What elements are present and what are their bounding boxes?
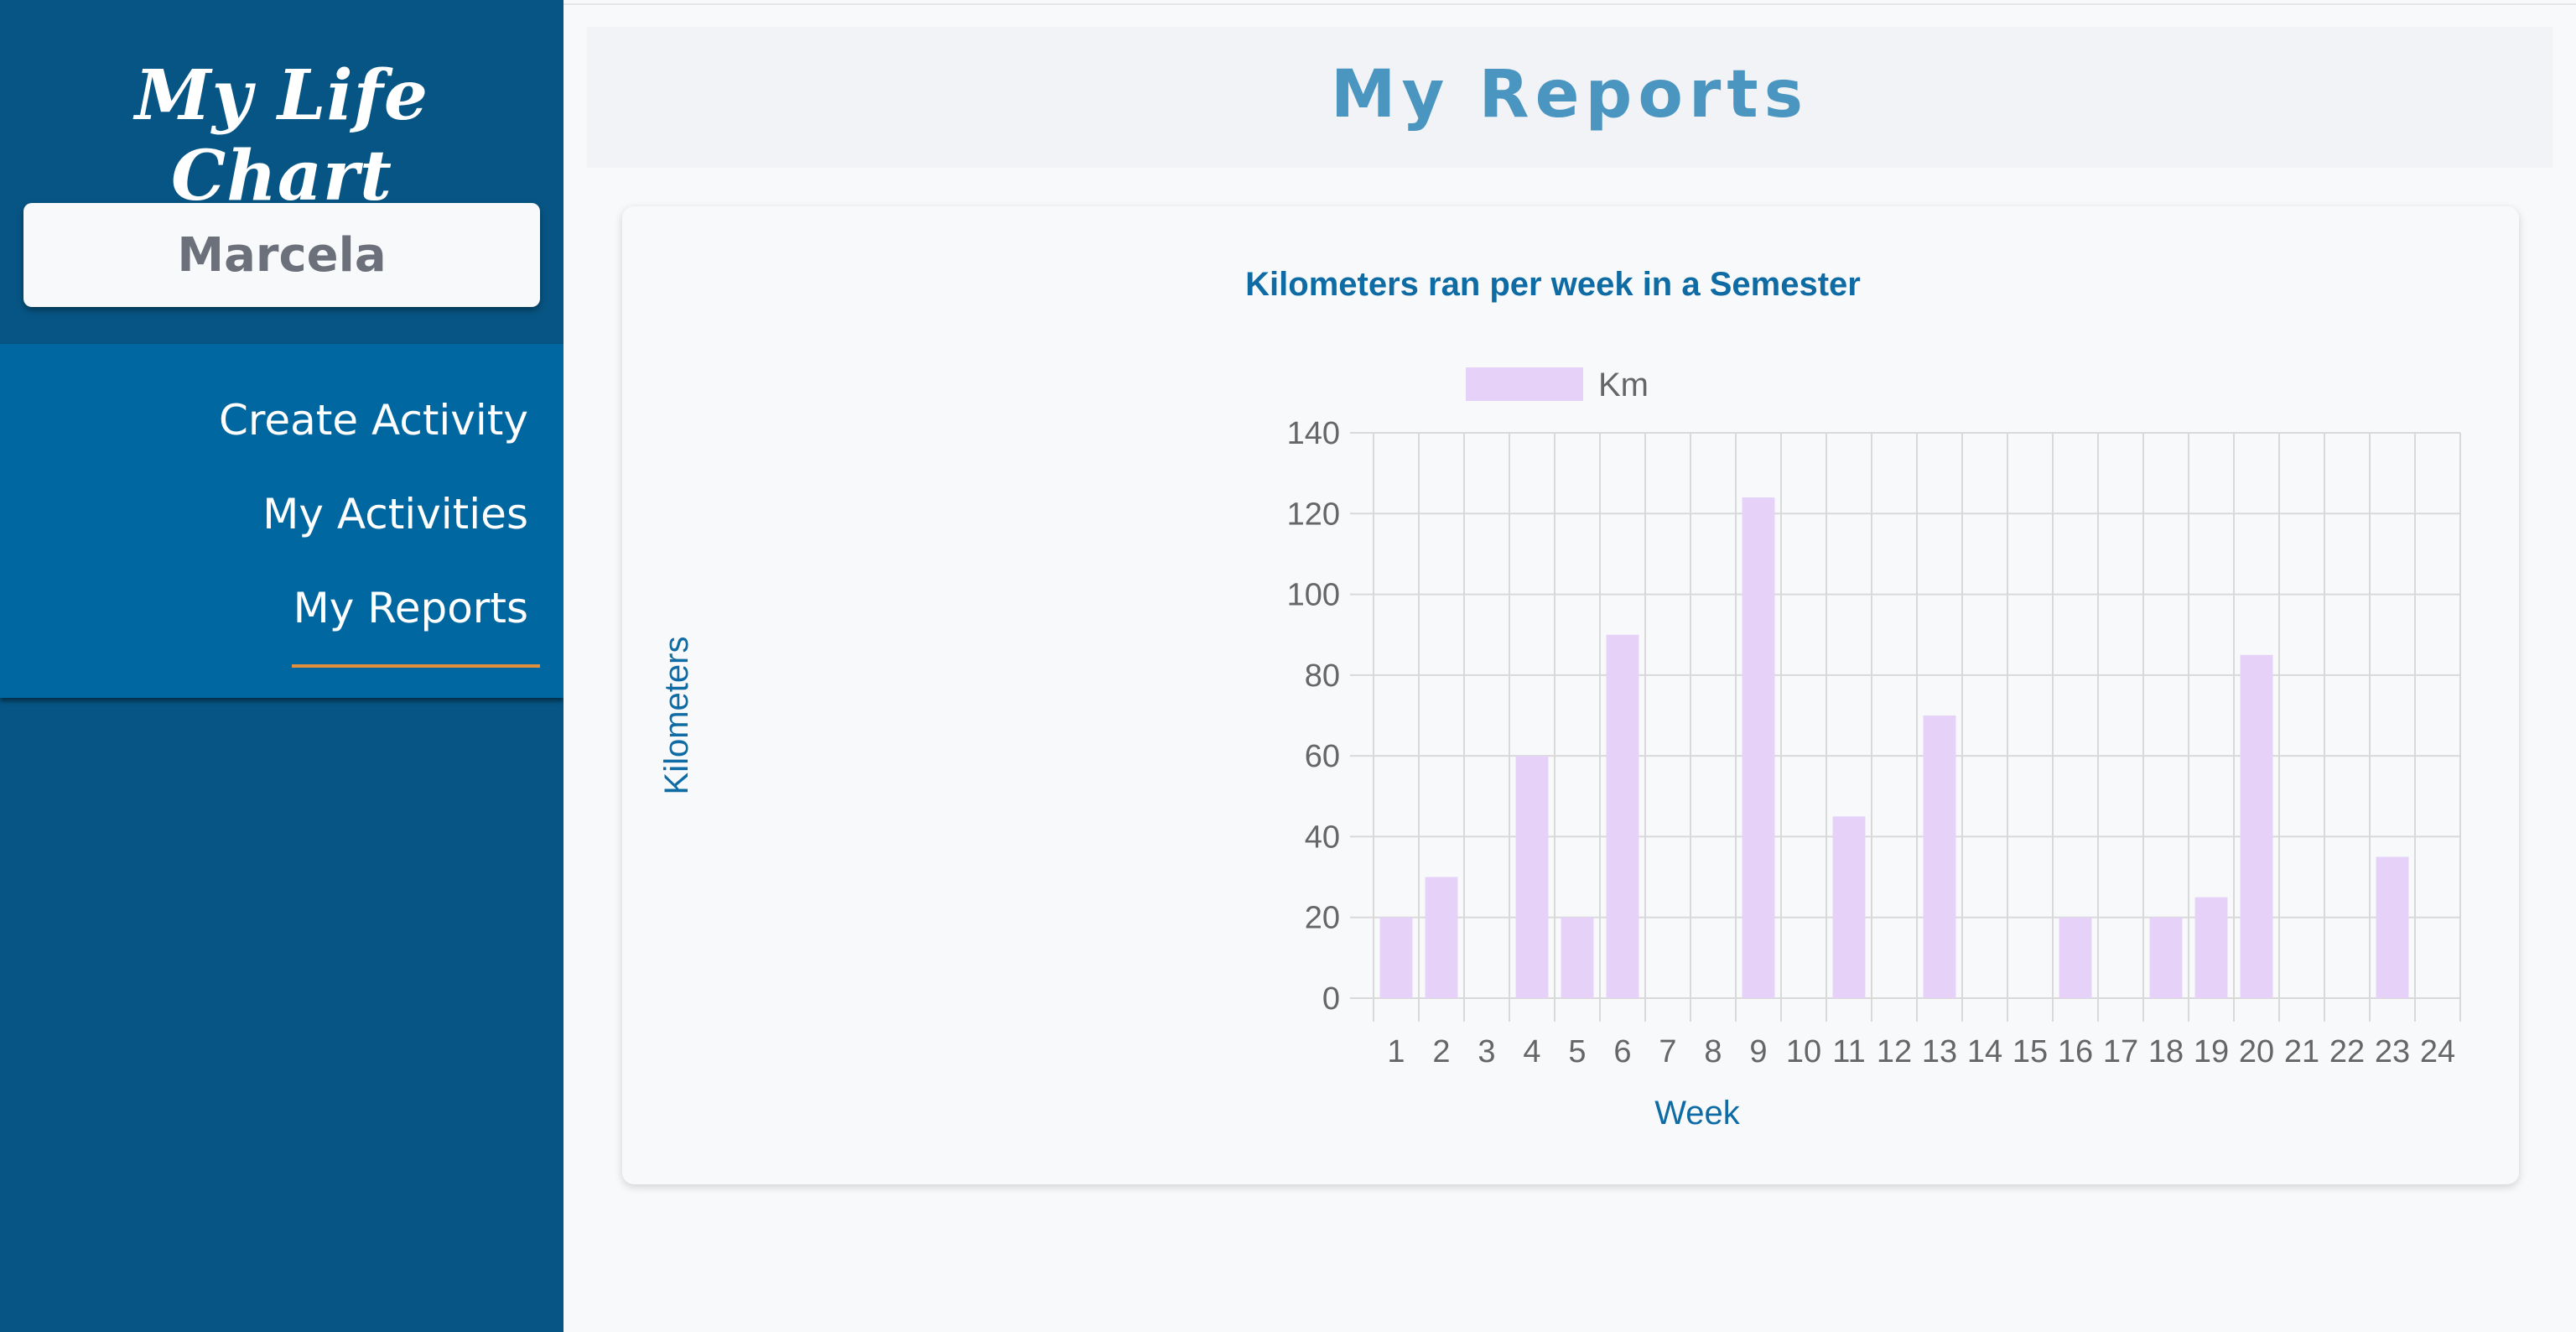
x-tick-label: 1 [1387, 1034, 1405, 1069]
x-tick-label: 16 [2058, 1034, 2093, 1069]
y-tick-label: 20 [1305, 901, 1340, 936]
sidebar: My Life Chart Marcela Create Activity My… [0, 0, 564, 1332]
bar [1923, 715, 1956, 998]
x-tick-label: 24 [2420, 1034, 2455, 1069]
top-divider [564, 3, 2576, 5]
y-axis-label: Kilometers [658, 637, 695, 795]
legend-label: Km [1598, 367, 1649, 403]
page-title: My Reports [1330, 57, 1810, 133]
x-tick-label: 22 [2329, 1034, 2365, 1069]
legend-swatch [1466, 367, 1583, 401]
brand-logo[interactable]: My Life Chart [134, 55, 429, 216]
x-tick-label: 4 [1523, 1034, 1540, 1069]
x-tick-label: 13 [1922, 1034, 1957, 1069]
bar [2240, 654, 2273, 998]
bar [2059, 917, 2092, 998]
bar [2376, 856, 2409, 998]
x-tick-label: 20 [2239, 1034, 2274, 1069]
y-tick-label: 0 [1322, 981, 1340, 1017]
x-tick-label: 19 [2194, 1034, 2229, 1069]
x-tick-label: 14 [1967, 1034, 2002, 1069]
x-tick-label: 18 [2148, 1034, 2184, 1069]
x-tick-label: 12 [1877, 1034, 1912, 1069]
bar [1606, 634, 1639, 998]
bar [1515, 756, 1549, 998]
active-nav-indicator [292, 664, 540, 668]
chart-card: Kilometers ran per week in a Semester Km 0… [622, 206, 2519, 1184]
y-tick-label: 60 [1305, 739, 1340, 774]
x-tick-label: 5 [1568, 1034, 1586, 1069]
bar [1742, 497, 1775, 998]
nav-menu: Create Activity My Activities My Reports [0, 344, 564, 698]
x-tick-label: 23 [2375, 1034, 2410, 1069]
y-tick-label: 120 [1287, 497, 1340, 532]
chart: Kilometers ran per week in a Semester Km 0… [658, 266, 2461, 1132]
x-tick-label: 7 [1659, 1034, 1676, 1069]
bar [2194, 897, 2228, 998]
x-tick-label: 11 [1832, 1034, 1865, 1069]
y-tick-label: 100 [1287, 578, 1340, 613]
main-content: My Reports Kilometers ran per week in a … [564, 0, 2576, 1332]
bar [2149, 917, 2183, 998]
nav-item-create-activity[interactable]: Create Activity [218, 396, 528, 445]
user-name: Marcela [177, 227, 387, 283]
x-tick-label: 21 [2284, 1034, 2319, 1069]
x-tick-label: 8 [1704, 1034, 1722, 1069]
x-tick-label: 10 [1786, 1034, 1821, 1069]
bar [1561, 917, 1594, 998]
x-tick-label: 6 [1613, 1034, 1631, 1069]
chart-title: Kilometers ran per week in a Semester [1245, 266, 1861, 303]
user-button[interactable]: Marcela [23, 203, 540, 307]
y-tick-label: 80 [1305, 658, 1340, 694]
y-tick-label: 140 [1287, 416, 1340, 451]
page-header: My Reports [587, 27, 2553, 168]
x-axis-label: Week [1654, 1095, 1741, 1132]
x-tick-label: 2 [1432, 1034, 1450, 1069]
y-tick-label: 40 [1305, 819, 1340, 855]
bar [1832, 816, 1866, 998]
bar [1425, 877, 1458, 998]
nav-item-my-activities[interactable]: My Activities [262, 490, 528, 539]
nav-item-my-reports[interactable]: My Reports [293, 584, 528, 632]
x-tick-label: 17 [2103, 1034, 2138, 1069]
x-tick-label: 15 [2012, 1034, 2048, 1069]
x-tick-label: 3 [1478, 1034, 1495, 1069]
bar [1379, 917, 1413, 998]
x-tick-label: 9 [1749, 1034, 1767, 1069]
